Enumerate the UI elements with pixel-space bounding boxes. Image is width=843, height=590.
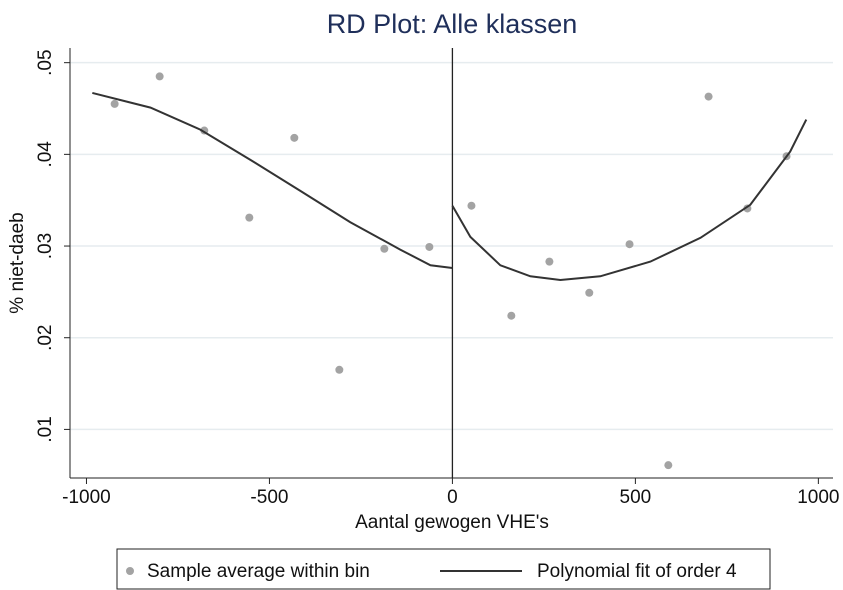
data-point <box>585 288 594 297</box>
data-point <box>110 99 119 108</box>
x-tick-label: 1000 <box>797 487 839 508</box>
legend: Sample average within bin Polynomial fit … <box>126 561 737 582</box>
y-tick-label: .04 <box>35 141 56 168</box>
data-point <box>425 242 434 251</box>
y-tick-label: .03 <box>35 233 56 259</box>
data-point <box>545 257 554 266</box>
legend-marker <box>126 567 134 575</box>
y-axis-label: % niet-daeb <box>7 212 28 313</box>
x-tick-label: -1000 <box>62 487 111 508</box>
fit-line <box>92 91 808 281</box>
data-point <box>245 213 254 222</box>
data-point <box>380 244 389 253</box>
data-point <box>704 92 713 101</box>
x-tick-label: 0 <box>447 487 458 508</box>
y-tick-label: .02 <box>35 325 56 351</box>
y-tick-label: .01 <box>35 416 56 442</box>
data-point <box>155 72 164 81</box>
data-point <box>467 201 476 210</box>
legend-box <box>116 548 771 590</box>
data-point <box>290 133 299 142</box>
data-point <box>507 311 516 320</box>
x-tick-label: 500 <box>620 487 652 508</box>
x-tick-label: -500 <box>250 487 288 508</box>
chart-title: RD Plot: Alle klassen <box>327 9 578 39</box>
y-tick-label: .05 <box>35 49 56 75</box>
data-point <box>335 365 344 374</box>
data-point <box>664 461 673 470</box>
legend-label: Sample average within bin <box>147 561 370 582</box>
data-point <box>625 240 634 249</box>
x-axis-label: Aantal gewogen VHE's <box>355 512 549 533</box>
legend-label: Polynomial fit of order 4 <box>537 561 737 582</box>
